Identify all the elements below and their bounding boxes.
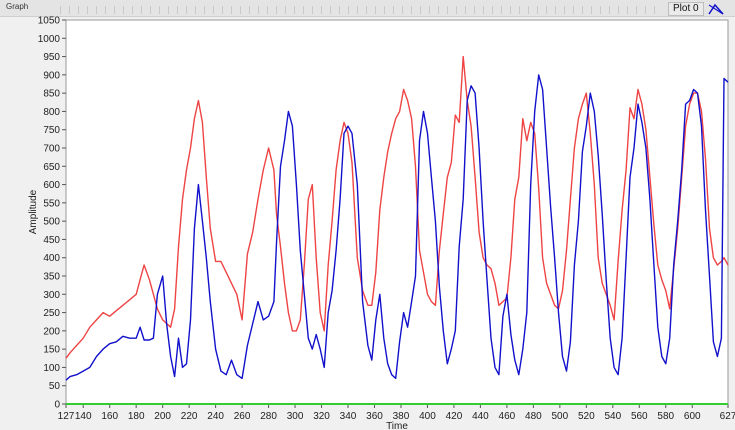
- series-lines: [65, 55, 729, 405]
- x-tick-label: 480: [525, 411, 542, 422]
- y-tick-label: 200: [43, 326, 60, 337]
- x-tick-label: 500: [552, 411, 569, 422]
- graph-title-bar: Graph Plot 0: [0, 0, 735, 17]
- x-tick-label: 380: [393, 411, 410, 422]
- x-tick-label: 320: [313, 411, 330, 422]
- series-line-0: [65, 55, 729, 359]
- y-tick-label: 1050: [38, 16, 61, 27]
- legend-plot-icon[interactable]: [707, 2, 724, 16]
- y-tick-label: 800: [43, 107, 60, 118]
- x-tick-label: 340: [340, 411, 357, 422]
- x-tick-label: 140: [75, 411, 92, 422]
- x-tick-label: 127: [58, 411, 75, 422]
- title-bar-ticks: [60, 6, 655, 14]
- y-tick-label: 500: [43, 217, 60, 228]
- y-tick-label: 950: [43, 52, 60, 63]
- y-tick-label: 100: [43, 363, 60, 374]
- x-tick-label: 560: [631, 411, 648, 422]
- y-tick-label: 1000: [38, 34, 61, 45]
- x-axis-ticks: 127 140 160 180 200 220 240 260 280 300 320 340 360 3…: [58, 404, 735, 422]
- y-axis-label: Amplitude: [28, 189, 39, 234]
- x-tick-label: 580: [657, 411, 674, 422]
- y-tick-label: 250: [43, 308, 60, 319]
- y-tick-label: 400: [43, 253, 60, 264]
- x-tick-label: 420: [446, 411, 463, 422]
- series-line-1: [65, 74, 729, 381]
- y-tick-label: 50: [49, 381, 61, 392]
- x-tick-label: 440: [472, 411, 489, 422]
- x-tick-label: 280: [260, 411, 277, 422]
- x-tick-label: 600: [684, 411, 701, 422]
- x-tick-label: 240: [207, 411, 224, 422]
- y-tick-label: 300: [43, 290, 60, 301]
- y-tick-label: 150: [43, 345, 60, 356]
- y-tick-label: 550: [43, 198, 60, 209]
- y-tick-label: 750: [43, 125, 60, 136]
- plot-legend[interactable]: Plot 0: [668, 2, 732, 16]
- y-tick-label: 0: [54, 400, 60, 411]
- x-tick-label: 180: [128, 411, 145, 422]
- y-tick-label: 850: [43, 89, 60, 100]
- x-tick-label: 360: [366, 411, 383, 422]
- y-tick-label: 900: [43, 70, 60, 81]
- x-tick-label: 460: [499, 411, 516, 422]
- y-tick-label: 450: [43, 235, 60, 246]
- plot-area: [65, 19, 729, 405]
- y-tick-label: 700: [43, 144, 60, 155]
- graph-label: Graph: [6, 2, 29, 11]
- y-tick-label: 350: [43, 272, 60, 283]
- x-tick-label: 220: [181, 411, 198, 422]
- x-tick-label: 540: [604, 411, 621, 422]
- legend-plot-label[interactable]: Plot 0: [668, 2, 704, 16]
- y-tick-label: 600: [43, 180, 60, 191]
- x-axis-label: Time: [386, 421, 408, 430]
- y-axis-ticks: 0 50 100 150 200 250 300 350 400 450 500 550 600 650 7…: [38, 16, 66, 411]
- x-tick-label: 160: [101, 411, 118, 422]
- x-tick-label: 200: [154, 411, 171, 422]
- plot-background: [65, 19, 729, 405]
- x-tick-label: 520: [578, 411, 595, 422]
- x-tick-label: 260: [234, 411, 251, 422]
- x-tick-label: 627: [720, 411, 735, 422]
- x-tick-label: 400: [419, 411, 436, 422]
- x-tick-label: 300: [287, 411, 304, 422]
- y-tick-label: 650: [43, 162, 60, 173]
